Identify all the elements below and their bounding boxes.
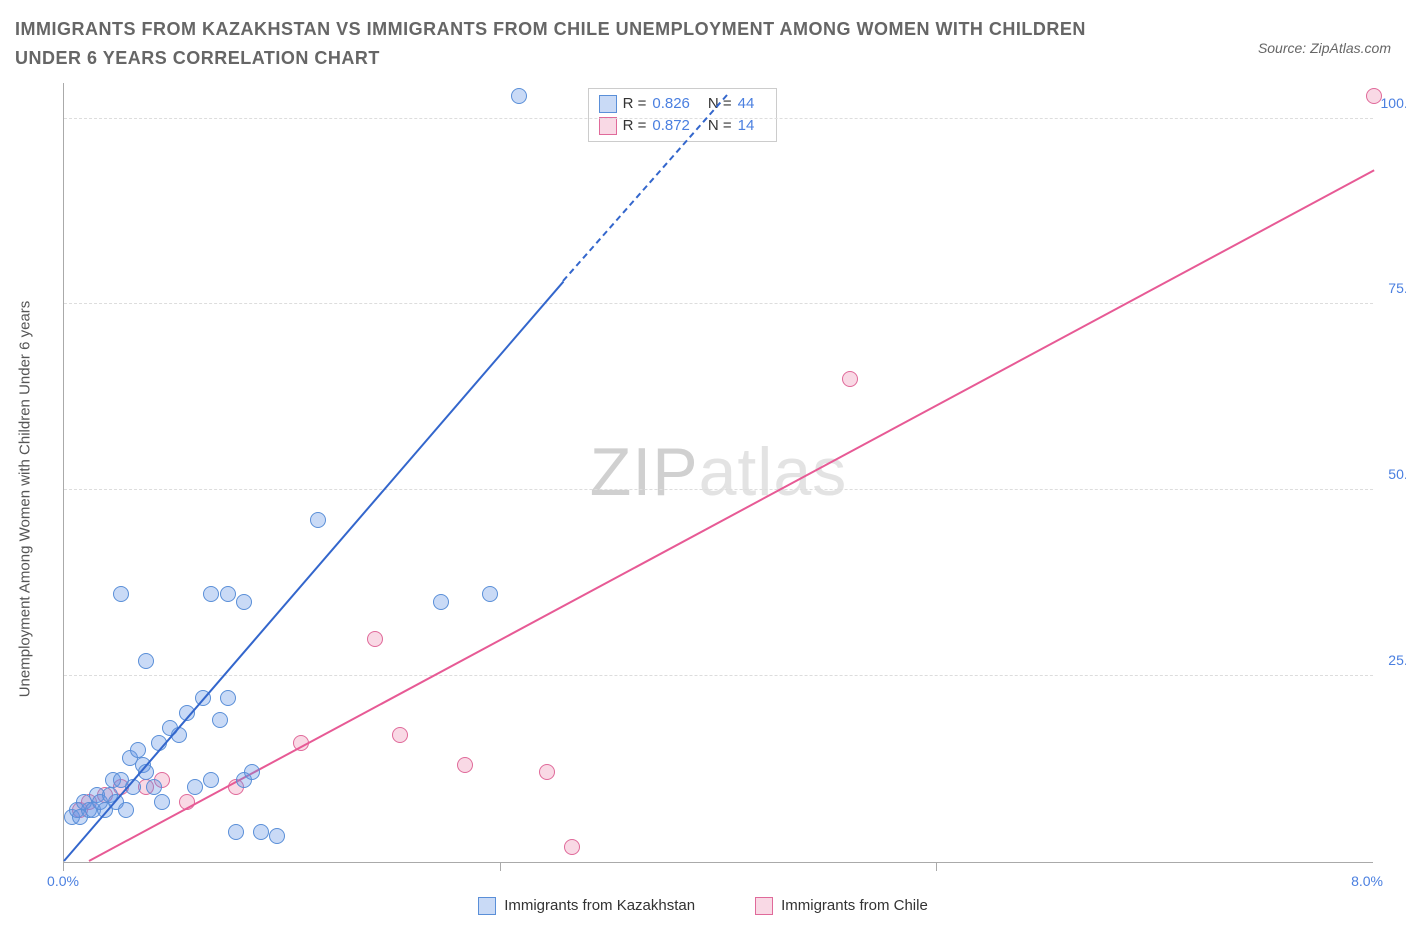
data-point [203,772,219,788]
stat-label: R = [623,95,647,112]
x-tick-mark [936,863,937,871]
legend-item: Immigrants from Chile [755,897,928,915]
data-point [310,512,326,528]
regression-line [88,169,1374,862]
data-point [564,839,580,855]
data-point [154,794,170,810]
x-tick-mark [500,863,501,871]
x-tick-label: 8.0% [1351,873,1383,889]
data-point [511,88,527,104]
data-point [138,653,154,669]
regression-line [63,281,564,862]
data-point [539,764,555,780]
gridline [64,303,1373,304]
chart-title: IMMIGRANTS FROM KAZAKHSTAN VS IMMIGRANTS… [15,15,1115,73]
y-tick-label: 25.0% [1388,652,1406,668]
y-tick-label: 75.0% [1388,280,1406,296]
data-point [367,631,383,647]
data-point [118,802,134,818]
plot-area: ZIPatlas R = 0.826N = 44R = 0.872N = 14 … [63,83,1373,863]
data-point [392,727,408,743]
legend-swatch [478,897,496,915]
x-tick-mark [63,863,64,871]
data-point [244,764,260,780]
legend: Immigrants from Kazakhstan Immigrants fro… [15,897,1391,915]
stat-label: R = [623,117,647,134]
y-tick-label: 50.0% [1388,466,1406,482]
data-point [269,828,285,844]
legend-swatch [599,117,617,135]
data-point [212,712,228,728]
data-point [187,779,203,795]
data-point [203,586,219,602]
data-point [220,586,236,602]
data-point [482,586,498,602]
stats-row: R = 0.826N = 44 [599,93,767,115]
stat-r-value: 0.826 [652,95,690,112]
gridline [64,489,1373,490]
stat-r-value: 0.872 [652,117,690,134]
legend-swatch [755,897,773,915]
data-point [130,742,146,758]
legend-swatch [599,95,617,113]
legend-item: Immigrants from Kazakhstan [478,897,695,915]
data-point [220,690,236,706]
data-point [146,779,162,795]
data-point [113,586,129,602]
stats-box: R = 0.826N = 44R = 0.872N = 14 [588,88,778,142]
x-tick-label: 0.0% [47,873,79,889]
y-axis-label: Unemployment Among Women with Children U… [17,300,34,697]
gridline [64,118,1373,119]
stat-n-value: 14 [738,117,755,134]
source-citation: Source: ZipAtlas.com [1258,40,1391,56]
data-point [236,594,252,610]
data-point [842,371,858,387]
stat-label: N = [708,117,732,134]
gridline [64,675,1373,676]
data-point [228,824,244,840]
stat-n-value: 44 [738,95,755,112]
data-point [433,594,449,610]
chart-container: Unemployment Among Women with Children U… [15,83,1391,915]
data-point [1366,88,1382,104]
legend-label: Immigrants from Kazakhstan [504,897,695,914]
legend-label: Immigrants from Chile [781,897,928,914]
y-tick-label: 100.0% [1381,95,1406,111]
data-point [253,824,269,840]
x-axis-ticks: 0.0%8.0% [63,863,1373,893]
data-point [457,757,473,773]
